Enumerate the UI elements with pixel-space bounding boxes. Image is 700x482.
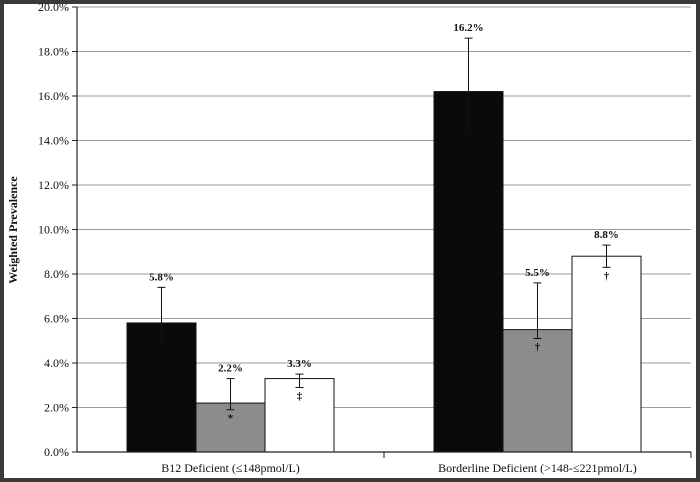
x-tick-label: Borderline Deficient (>148-≤221pmol/L) [438,461,637,475]
bar [264,378,335,453]
axes: 0.0% 2.0% 4.0% 6.0% 8.0% 10.0% 12.0% 14.0% 16.0%… [38,0,692,475]
y-tick-label: 2.0% [44,401,69,415]
value-label: 16.2% [453,22,483,34]
y-tick-label: 12.0% [38,178,69,192]
error-bars [157,37,611,411]
bar [571,255,642,453]
y-tick-label: 0.0% [44,445,69,459]
y-tick-label: 10.0% [38,223,69,237]
y-tick-label: 16.0% [38,89,69,103]
y-tick-label: 20.0% [38,0,69,14]
y-tick-label: 14.0% [38,134,69,148]
y-tick-label: 4.0% [44,356,69,370]
y-tick-label: 8.0% [44,267,69,281]
y-tick-label: 18.0% [38,45,69,59]
significance-marker: † [535,342,541,354]
y-tick-label: 6.0% [44,312,69,326]
value-label: 5.8% [149,271,174,283]
value-label: 5.5% [525,267,550,279]
significance-marker: ‡ [297,390,303,402]
bar [195,402,266,453]
bars [126,91,642,453]
value-label: 8.8% [594,229,619,241]
value-label: 2.2% [218,363,243,375]
bar [126,322,197,453]
significance-marker: † [604,270,610,282]
value-label: 3.3% [287,358,312,370]
significance-marker: * [228,413,234,425]
bar [433,91,504,453]
x-tick-label: B12 Deficient (≤148pmol/L) [161,461,300,475]
y-axis-label: Weighted Prevalence [6,176,20,284]
value-labels: 5.8% 2.2% * 3.3% ‡ 16.2% 5.5% † 8.8% † [149,22,619,425]
